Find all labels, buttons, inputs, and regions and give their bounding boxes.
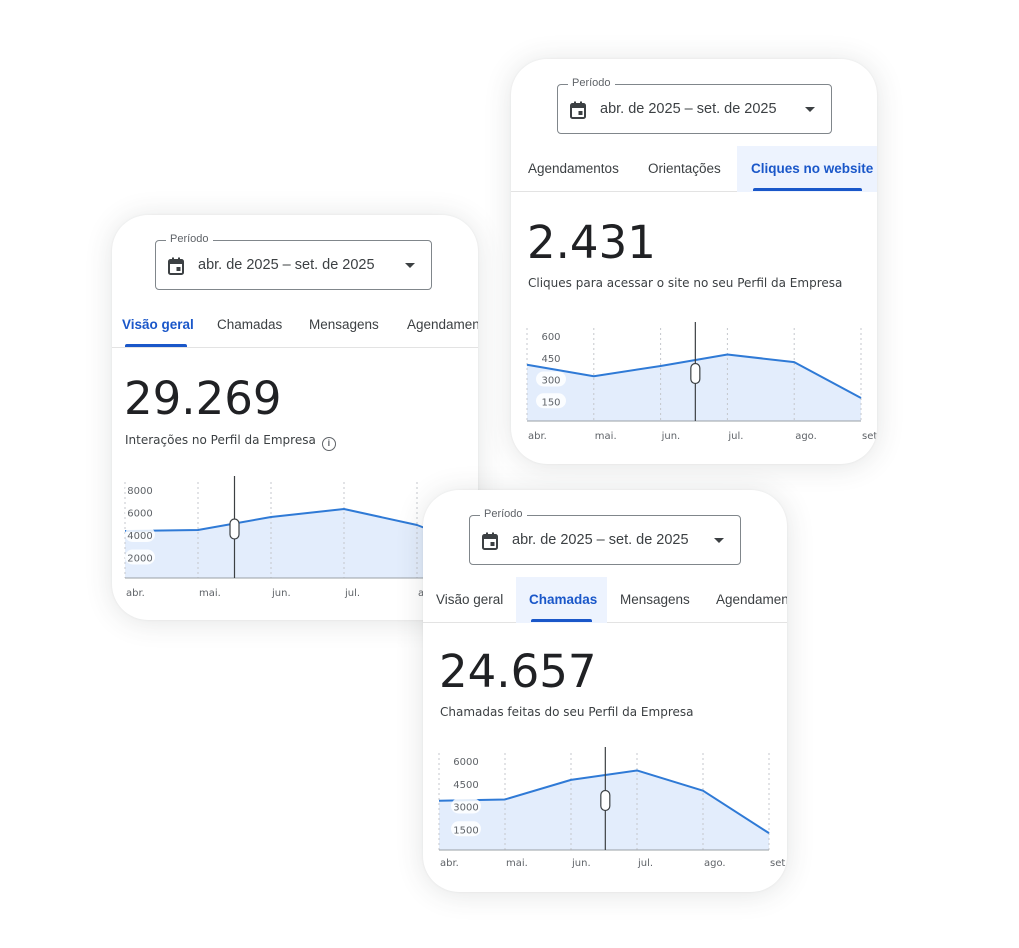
area-fill <box>527 354 861 421</box>
chevron-down-icon <box>805 107 815 112</box>
y-tick-label: 300 <box>541 376 560 387</box>
x-tick-label: abr. <box>440 858 459 869</box>
period-value: abr. de 2025 – set. de 2025 <box>512 532 689 548</box>
tab-visao-geral[interactable]: Visão geral <box>436 592 504 607</box>
calendar-icon <box>168 257 184 275</box>
period-select[interactable]: Período abr. de 2025 – set. de 2025 <box>469 508 741 565</box>
chart-website-clicks: 600 450 300 150 abr. mai. jun. jul. ago. set. <box>526 322 877 442</box>
card-website-clicks: Período abr. de 2025 – set. de 2025 Agen… <box>511 59 877 464</box>
calendar-icon <box>482 532 498 550</box>
area-fill <box>125 509 478 578</box>
series-line <box>526 353 862 399</box>
tab-orientacoes[interactable]: Orientações <box>648 161 721 176</box>
chart-calls: 6000 4500 3000 1500 abr. mai. jun. jul. ago. set. <box>438 747 787 869</box>
calendar-icon <box>570 101 586 119</box>
metric-label: Interações no Perfil da Empresa i <box>125 433 336 451</box>
x-tick-label: abr. <box>528 431 547 442</box>
y-tick-bg <box>536 349 566 365</box>
y-tick-label: 3000 <box>453 803 478 814</box>
info-icon[interactable]: i <box>321 437 336 451</box>
card-calls: Período abr. de 2025 – set. de 2025 Visã… <box>423 490 787 892</box>
x-tick-label: jun. <box>661 431 681 442</box>
x-tick-label: jun. <box>271 588 291 599</box>
y-tick-label: 450 <box>541 354 560 365</box>
period-label: Período <box>166 233 213 245</box>
card-overview: Período abr. de 2025 – set. de 2025 Visã… <box>112 215 478 620</box>
tab-indicator <box>753 188 862 191</box>
tab-agendamentos[interactable]: Agendamentos <box>528 161 619 176</box>
y-tick-label: 6000 <box>453 757 478 768</box>
y-tick-bg <box>536 393 566 409</box>
y-tick-bg <box>125 482 155 497</box>
x-tick-label: set. <box>862 431 877 442</box>
series-line <box>438 769 770 834</box>
y-tick-bg <box>125 527 155 542</box>
metric-value: 2.431 <box>527 216 656 269</box>
y-tick-bg <box>451 798 481 814</box>
metric-label: Cliques para acessar o site no seu Perfi… <box>528 276 843 290</box>
x-tick-label: jul. <box>344 588 360 599</box>
tab-agendamentos[interactable]: Agendamentos <box>716 592 787 607</box>
y-tick-label: 2000 <box>127 554 152 565</box>
metric-value: 29.269 <box>124 372 282 425</box>
y-tick-label: 4500 <box>453 780 478 791</box>
x-tick-label: jul. <box>727 431 743 442</box>
period-select[interactable]: Período abr. de 2025 – set. de 2025 <box>155 233 432 290</box>
tab-cliques-no-website[interactable]: Cliques no website <box>737 146 877 192</box>
tab-bar: Visão geral Chamadas Mensagens Agendamen… <box>112 302 478 348</box>
period-value: abr. de 2025 – set. de 2025 <box>198 257 375 273</box>
tab-chamadas[interactable]: Chamadas <box>516 577 607 623</box>
y-tick-bg <box>125 504 155 520</box>
tab-indicator <box>125 344 187 347</box>
metric-label-text: Interações no Perfil da Empresa <box>125 433 316 447</box>
tab-agendamentos[interactable]: Agendamentos <box>407 317 478 332</box>
y-tick-label: 600 <box>541 332 560 343</box>
tab-mensagens[interactable]: Mensagens <box>620 592 690 607</box>
tab-bar: Agendamentos Orientações Cliques no webs… <box>511 146 877 192</box>
y-tick-bg <box>536 371 566 387</box>
period-label: Período <box>568 77 615 89</box>
chevron-down-icon <box>405 263 415 268</box>
tab-indicator <box>531 619 592 622</box>
x-tick-label: mai. <box>506 858 528 869</box>
metric-value: 24.657 <box>439 645 597 698</box>
x-tick-label: jul. <box>637 858 653 869</box>
y-tick-bg <box>536 328 566 343</box>
scrubber-handle[interactable] <box>600 789 611 812</box>
scrubber-handle[interactable] <box>690 362 701 385</box>
metric-label: Chamadas feitas do seu Perfil da Empresa <box>440 705 694 719</box>
y-tick-bg <box>125 549 155 565</box>
x-tick-label: mai. <box>595 431 617 442</box>
x-tick-label: set. <box>770 858 787 869</box>
y-tick-label: 6000 <box>127 509 152 520</box>
tab-mensagens[interactable]: Mensagens <box>309 317 379 332</box>
x-tick-label: ago. <box>795 431 817 442</box>
y-tick-label: 8000 <box>127 486 152 497</box>
scrubber-handle[interactable] <box>229 518 240 540</box>
y-tick-label: 4000 <box>127 531 152 542</box>
x-tick-label: mai. <box>199 588 221 599</box>
chevron-down-icon <box>714 538 724 543</box>
period-select[interactable]: Período abr. de 2025 – set. de 2025 <box>557 77 832 134</box>
period-value: abr. de 2025 – set. de 2025 <box>600 101 777 117</box>
x-tick-label: abr. <box>126 588 145 599</box>
y-tick-bg <box>451 821 481 837</box>
y-tick-label: 1500 <box>453 825 478 836</box>
x-tick-label: jun. <box>571 858 591 869</box>
tab-visao-geral[interactable]: Visão geral <box>122 317 194 332</box>
x-tick-label: ago. <box>704 858 726 869</box>
y-tick-bg <box>451 775 481 791</box>
period-label: Período <box>480 508 527 520</box>
tab-bar: Visão geral Chamadas Mensagens Agendamen… <box>423 577 787 623</box>
y-tick-label: 150 <box>541 397 560 408</box>
y-tick-bg <box>451 753 481 768</box>
tab-chamadas[interactable]: Chamadas <box>217 317 283 332</box>
